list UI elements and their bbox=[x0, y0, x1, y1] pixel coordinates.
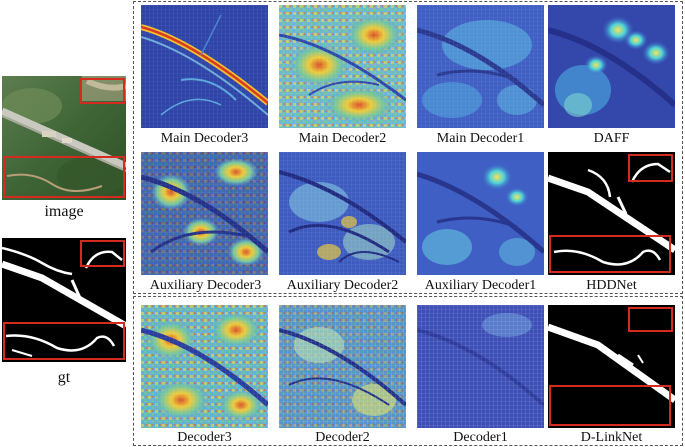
caption-daff: DAFF bbox=[593, 131, 630, 146]
panel-daff bbox=[548, 5, 675, 128]
panel-decoder2 bbox=[279, 305, 406, 428]
panel-main-decoder1 bbox=[417, 5, 544, 128]
highlight-box bbox=[80, 78, 125, 104]
caption-hddnet: HDDNet bbox=[586, 278, 637, 293]
panel-d-linknet bbox=[548, 305, 675, 428]
panel-auxiliary-decoder2 bbox=[279, 152, 406, 275]
caption-main-decoder3: Main Decoder3 bbox=[160, 131, 249, 146]
group-baseline bbox=[133, 296, 683, 446]
caption-auxiliary-decoder3: Auxiliary Decoder3 bbox=[149, 278, 262, 293]
panel-decoder3 bbox=[141, 305, 268, 428]
input-image bbox=[2, 76, 126, 200]
caption-main-decoder2: Main Decoder2 bbox=[298, 131, 387, 146]
caption-auxiliary-decoder1: Auxiliary Decoder1 bbox=[424, 278, 537, 293]
caption-d-linknet: D-LinkNet bbox=[580, 430, 643, 445]
panel-auxiliary-decoder1 bbox=[417, 152, 544, 275]
caption-decoder1: Decoder1 bbox=[453, 430, 508, 445]
highlight-box bbox=[3, 156, 125, 198]
highlight-box bbox=[549, 235, 671, 273]
caption-main-decoder1: Main Decoder1 bbox=[436, 131, 525, 146]
panel-main-decoder2 bbox=[279, 5, 406, 128]
highlight-box bbox=[3, 322, 125, 360]
panel-decoder1 bbox=[417, 305, 544, 428]
image-label: image bbox=[44, 203, 84, 220]
panel-hddnet bbox=[548, 152, 675, 275]
highlight-box bbox=[628, 307, 673, 332]
highlight-box bbox=[628, 154, 673, 182]
panel-main-decoder3 bbox=[141, 5, 268, 128]
caption-decoder2: Decoder2 bbox=[315, 430, 370, 445]
ground-truth-image bbox=[2, 238, 126, 362]
group-main-auxiliary bbox=[133, 1, 683, 294]
gt-label: gt bbox=[57, 369, 71, 386]
highlight-box bbox=[80, 240, 125, 267]
panel-auxiliary-decoder3 bbox=[141, 152, 268, 275]
caption-decoder3: Decoder3 bbox=[177, 430, 232, 445]
caption-auxiliary-decoder2: Auxiliary Decoder2 bbox=[286, 278, 399, 293]
highlight-box bbox=[549, 385, 671, 426]
